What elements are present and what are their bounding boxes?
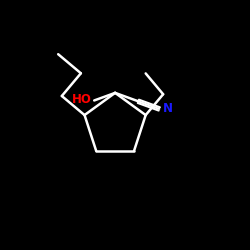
Text: HO: HO xyxy=(72,93,92,106)
Text: N: N xyxy=(163,102,173,116)
